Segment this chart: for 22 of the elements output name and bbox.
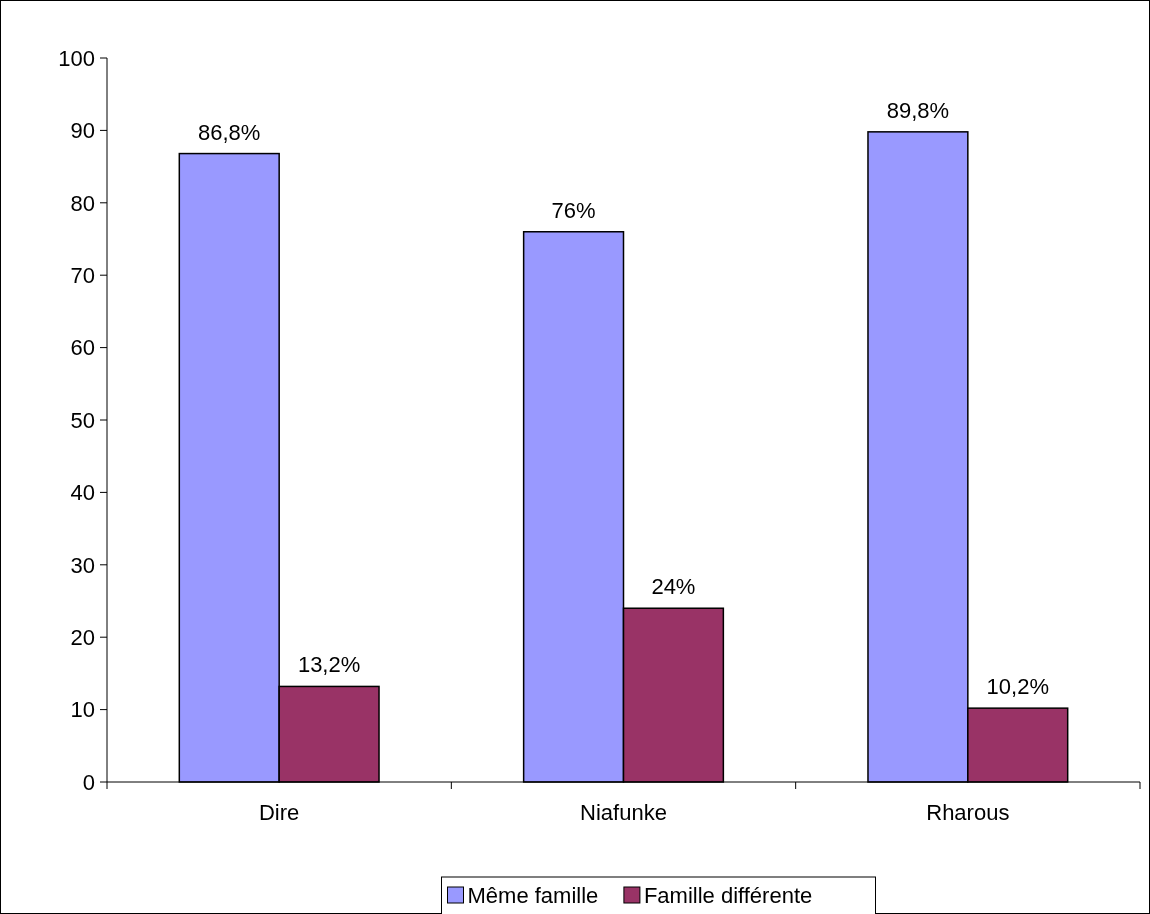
y-tick-label: 70 [70,262,95,288]
y-tick-label: 50 [70,407,95,433]
legend-label: Famille différente [643,882,813,908]
y-tick-label: 10 [70,697,95,723]
y-tick-label: 20 [70,624,95,650]
y-tick-label: 30 [70,552,95,578]
y-tick-label: 60 [70,335,95,361]
y-tick-label: 100 [58,45,95,71]
data-label: 13,2% [297,652,361,678]
legend-label: Même famille [467,882,599,908]
y-tick-label: 90 [70,118,95,144]
data-label: 24% [651,574,696,600]
y-tick-label: 0 [82,769,95,795]
y-tick-label: 80 [70,190,95,216]
x-tick-label: Rharous [926,800,1010,825]
data-label: 89,8% [886,97,950,123]
data-label: 86,8% [198,119,261,145]
data-label: 10,2% [986,674,1049,700]
y-tick-label: 40 [70,480,95,506]
x-tick-label: Dire [258,800,300,825]
x-tick-label: Niafunke [580,800,667,825]
data-label: 76% [551,197,596,223]
